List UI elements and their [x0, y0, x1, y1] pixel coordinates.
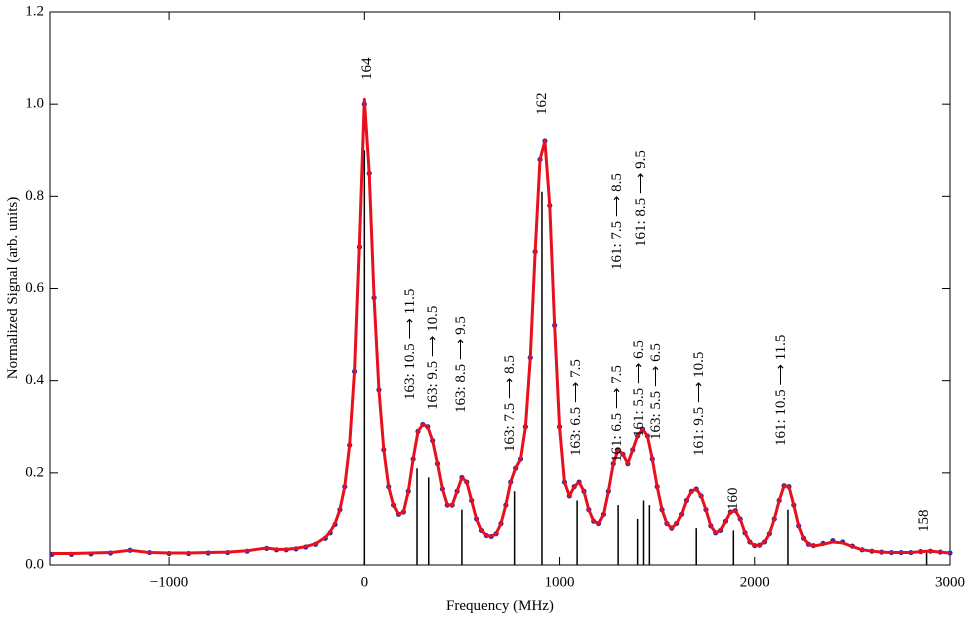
x-tick-label: 2000: [740, 574, 770, 590]
annotation: 163: 9.5 ⟶ 10.5: [425, 306, 441, 410]
annotation: 161: 6.5 ⟶ 7.5: [609, 365, 625, 462]
y-tick-label: 0.8: [25, 188, 44, 204]
y-tick-label: 0.4: [25, 372, 44, 388]
y-tick-label: 0.0: [25, 556, 44, 572]
x-tick-label: 3000: [935, 574, 965, 590]
annotation: 164: [359, 57, 375, 80]
annotation: 163: 10.5 ⟶ 11.5: [402, 289, 418, 400]
annotation: 162: [534, 93, 550, 116]
x-tick-label: −1000: [150, 574, 188, 590]
fit-line: [51, 98, 951, 555]
annotation: 158: [916, 510, 932, 533]
annotation: 161: 5.5 ⟶ 6.5: [631, 340, 647, 437]
annotation: 161: 7.5 ⟶ 8.5: [609, 173, 625, 270]
plot-frame: [49, 11, 951, 566]
x-tick-label: 0: [361, 574, 369, 590]
y-tick-label: 1.2: [25, 3, 44, 19]
x-tick-label: 1000: [545, 574, 575, 590]
annotation: 163: 6.5 ⟶ 7.5: [568, 359, 584, 456]
annotation: 161: 10.5 ⟶ 11.5: [773, 335, 789, 446]
y-tick-label: 0.2: [25, 464, 44, 480]
annotation: 161: 8.5 ⟶ 9.5: [633, 150, 649, 247]
annotation: 163: 7.5 ⟶ 8.5: [502, 355, 518, 452]
y-tick-label: 1.0: [25, 96, 44, 112]
annotation: 163: 8.5 ⟶ 9.5: [453, 316, 469, 413]
annotation: 163: 5.5 ⟶ 6.5: [648, 343, 664, 440]
x-axis-label: Frequency (MHz): [446, 598, 554, 614]
y-tick-label: 0.6: [25, 280, 44, 296]
annotation: 161: 9.5 ⟶ 10.5: [691, 352, 707, 456]
y-axis-label: Normalized Signal (arb. units): [5, 197, 21, 379]
annotation: 160: [725, 488, 741, 511]
